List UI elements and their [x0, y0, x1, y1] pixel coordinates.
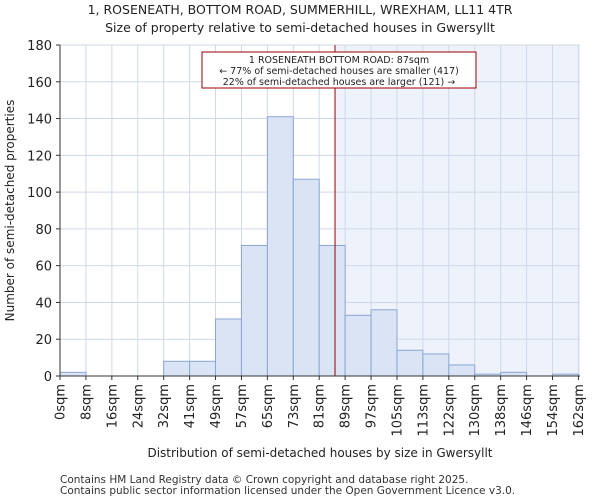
x-tick-label: 130sqm [468, 384, 483, 437]
bar-122sqm [448, 364, 476, 377]
bar-89sqm [344, 314, 372, 377]
x-tick-label: 146sqm [520, 384, 535, 437]
y-tick-label: 60 [35, 260, 52, 275]
x-tick-label: 81sqm [313, 384, 328, 428]
bar-113sqm [422, 353, 450, 377]
y-axis-label: Number of semi-detached properties [3, 100, 17, 322]
x-tick-label: 122sqm [442, 384, 457, 437]
y-tick-label: 180 [27, 39, 52, 54]
bar-57sqm [240, 244, 268, 377]
annotation-line-3: 22% of semi-detached houses are larger (… [223, 77, 456, 88]
annotation-frame [201, 51, 477, 89]
x-tick-label: 57sqm [235, 384, 250, 428]
y-tick-label: 100 [27, 186, 52, 201]
bar-32sqm [163, 360, 191, 377]
x-tick-label: 113sqm [416, 384, 431, 437]
y-tick-label: 120 [27, 149, 52, 164]
y-tick-label: 0 [44, 370, 52, 385]
annotation-line-1: 1 ROSENEATH BOTTOM ROAD: 87sqm [249, 55, 429, 66]
x-tick-label: 65sqm [261, 384, 276, 428]
y-tick-label: 40 [35, 296, 52, 311]
footer-line-2: Contains public sector information licen… [60, 485, 516, 497]
gridlines [59, 44, 580, 377]
y-tick-label: 140 [27, 113, 52, 128]
x-tick-label: 32sqm [157, 384, 172, 428]
footer-line-1: Contains HM Land Registry data © Crown c… [60, 474, 469, 486]
y-tick-label: 160 [27, 76, 52, 91]
x-tick-label: 16sqm [105, 384, 120, 428]
x-tick-label: 8sqm [79, 384, 94, 420]
y-ticks: 0 20 40 60 80 100 120 140 160 180 [27, 39, 60, 385]
x-tick-label: 162sqm [572, 384, 587, 437]
bar-138sqm [500, 371, 528, 377]
bar-81sqm [318, 244, 346, 377]
y-tick-label: 20 [35, 333, 52, 348]
x-tick-label: 24sqm [131, 384, 146, 428]
x-tick-label: 49sqm [209, 384, 224, 428]
x-ticks: 0sqm 8sqm 16sqm 24sqm 32sqm 41sqm 49sqm 57sqm 65… [54, 376, 587, 437]
x-tick-label: 89sqm [339, 384, 354, 428]
annotation-line-2: ← 77% of semi-detached houses are smalle… [219, 66, 459, 77]
bar-73sqm [292, 178, 320, 377]
x-tick-label: 138sqm [494, 384, 509, 437]
bar-65sqm [266, 116, 294, 377]
annotation-box: 1 ROSENEATH BOTTOM ROAD: 87sqm ← 77% of … [201, 51, 477, 89]
x-tick-label: 97sqm [365, 384, 380, 428]
x-axis-label: Distribution of semi-detached houses by … [147, 446, 492, 460]
bar-105sqm [396, 349, 424, 377]
bar-49sqm [215, 318, 242, 377]
x-tick-label: 105sqm [390, 384, 405, 437]
x-tick-label: 154sqm [546, 384, 561, 437]
bar-0sqm [59, 371, 87, 377]
x-tick-label: 0sqm [54, 384, 69, 420]
chart-title: 1, ROSENEATH, BOTTOM ROAD, SUMMERHILL, W… [87, 2, 513, 17]
bar-41sqm [189, 360, 217, 377]
bar-97sqm [370, 309, 398, 377]
y-tick-label: 80 [35, 223, 52, 238]
bars [59, 116, 579, 377]
x-tick-label: 73sqm [287, 384, 302, 428]
x-tick-label: 41sqm [183, 384, 198, 428]
chart-subtitle: Size of property relative to semi-detach… [105, 20, 495, 35]
